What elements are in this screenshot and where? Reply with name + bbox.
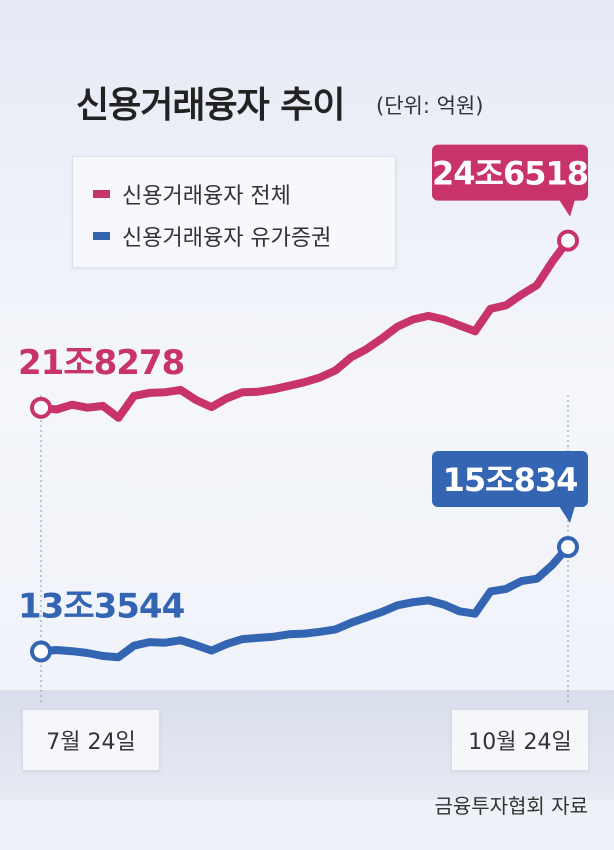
- start-value-label-securities: 13조3544: [18, 587, 185, 627]
- source-credit: 금융투자협회 자료: [434, 794, 588, 818]
- legend-swatch-total: [93, 190, 110, 198]
- end-value-label-securities: 15조834: [443, 461, 578, 499]
- end-callout-box-total: [432, 144, 588, 201]
- end-callout-pointer-total: [559, 199, 575, 217]
- end-value-label-total: 24조6518: [432, 155, 588, 193]
- x-label-start: 7월 24일: [22, 709, 160, 771]
- chart-title: 신용거래융자 추이: [76, 85, 345, 126]
- series-line-total: [37, 236, 572, 422]
- legend-swatch-securities: [93, 232, 110, 240]
- unit-label: (단위: 억원): [376, 94, 484, 118]
- legend: 신용거래융자 전체 신용거래융자 유가증권: [72, 156, 396, 268]
- start-value-label-total: 21조8278: [18, 343, 184, 383]
- end-value-callout-total: 24조6518: [432, 144, 589, 217]
- end-callout-box-securities: [432, 451, 588, 508]
- legend-item-total: 신용거래융자 전체: [93, 179, 291, 209]
- legend-label-total: 신용거래융자 전체: [122, 184, 291, 209]
- legend-label-securities: 신용거래융자 유가증권: [122, 226, 332, 251]
- series-point-securities-start: [30, 640, 52, 663]
- legend-item-securities: 신용거래융자 유가증권: [93, 221, 331, 251]
- x-label-end: 10월 24일: [451, 709, 589, 771]
- end-callout-pointer-securities: [559, 506, 575, 524]
- series-line-securities: [37, 543, 572, 662]
- series-point-total-end: [557, 229, 579, 252]
- end-value-callout-securities: 15조834: [432, 451, 588, 524]
- series-point-total-start: [30, 396, 52, 419]
- series-point-securities-end: [557, 536, 579, 559]
